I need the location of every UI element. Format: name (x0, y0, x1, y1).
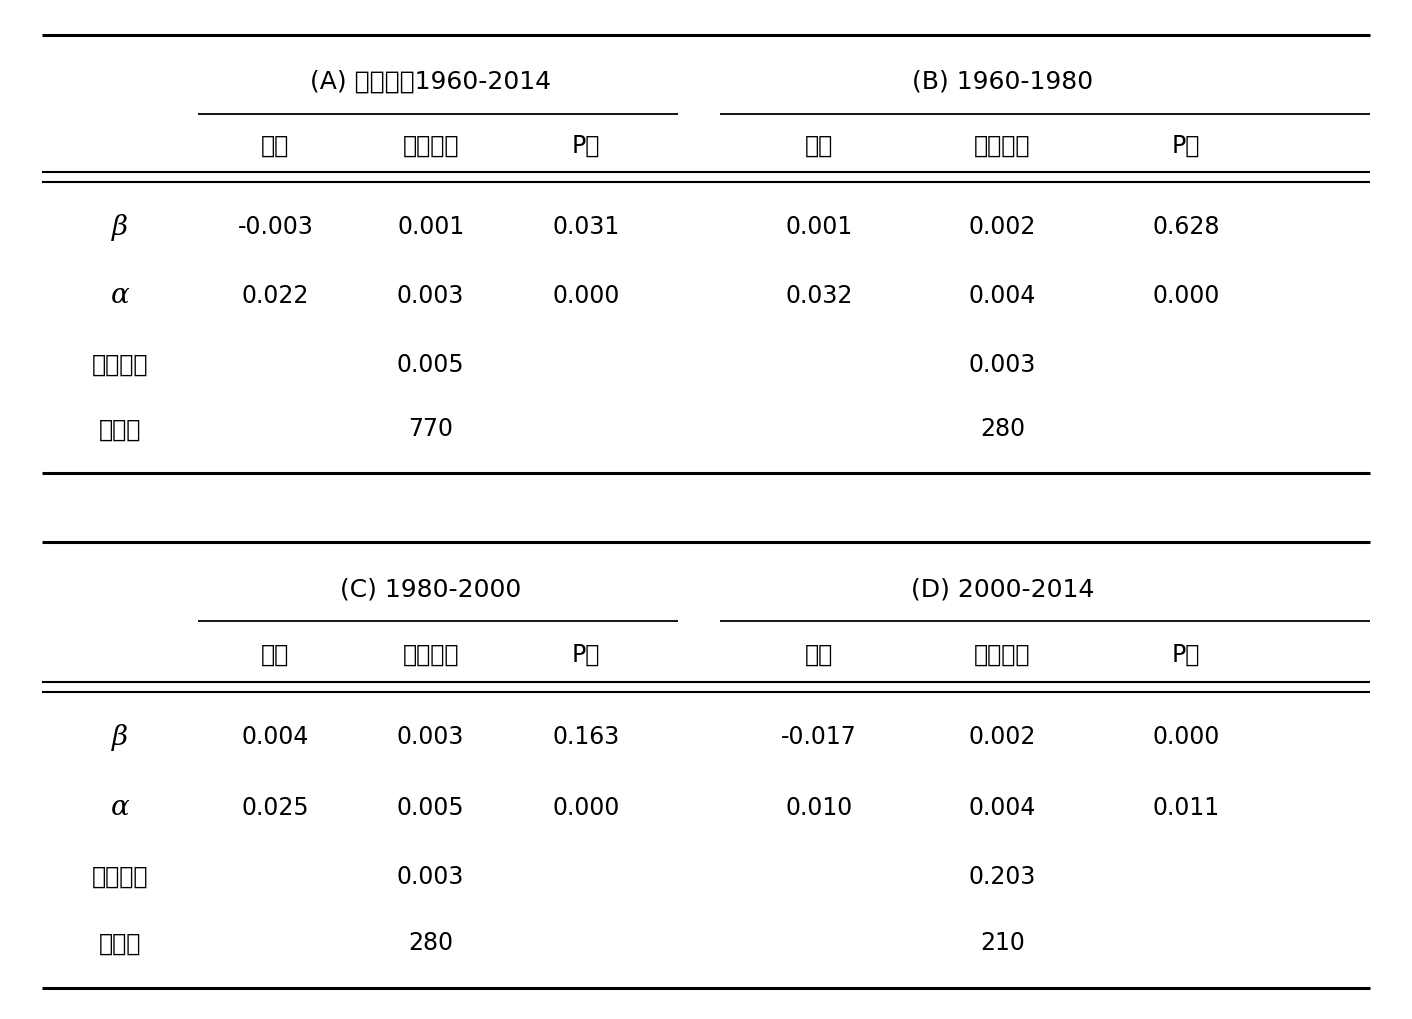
Text: β: β (112, 214, 128, 240)
Text: 0.004: 0.004 (969, 795, 1036, 819)
Text: 観察数: 観察数 (99, 417, 141, 441)
Text: 0.000: 0.000 (552, 795, 620, 819)
Text: 0.004: 0.004 (241, 725, 309, 749)
Text: 0.003: 0.003 (397, 725, 465, 749)
Text: β: β (112, 723, 128, 750)
Text: 0.628: 0.628 (1152, 215, 1220, 239)
Text: 0.004: 0.004 (969, 283, 1036, 308)
Text: 決定係数: 決定係数 (92, 353, 148, 377)
Text: -0.003: -0.003 (237, 215, 313, 239)
Text: 0.000: 0.000 (552, 283, 620, 308)
Text: 0.031: 0.031 (552, 215, 620, 239)
Text: 係数: 係数 (805, 642, 833, 666)
Text: P値: P値 (572, 642, 600, 666)
Text: 標準誤差: 標準誤差 (974, 642, 1031, 666)
Text: 280: 280 (980, 417, 1025, 441)
Text: (A) 全期間：1960-2014: (A) 全期間：1960-2014 (311, 69, 551, 94)
Text: (B) 1960-1980: (B) 1960-1980 (912, 69, 1093, 94)
Text: 210: 210 (980, 930, 1025, 955)
Text: 標準誤差: 標準誤差 (402, 642, 459, 666)
Text: 0.005: 0.005 (397, 353, 465, 377)
Text: (D) 2000-2014: (D) 2000-2014 (911, 577, 1094, 601)
Text: P値: P値 (1172, 133, 1200, 158)
Text: 0.025: 0.025 (241, 795, 309, 819)
Text: 0.203: 0.203 (969, 864, 1036, 889)
Text: 0.005: 0.005 (397, 795, 465, 819)
Text: 280: 280 (408, 930, 453, 955)
Text: 係数: 係数 (261, 133, 289, 158)
Text: P値: P値 (1172, 642, 1200, 666)
Text: 係数: 係数 (805, 133, 833, 158)
Text: (C) 1980-2000: (C) 1980-2000 (340, 577, 521, 601)
Text: 0.003: 0.003 (397, 864, 465, 889)
Text: 0.032: 0.032 (785, 283, 853, 308)
Text: 0.002: 0.002 (969, 725, 1036, 749)
Text: 0.000: 0.000 (1152, 283, 1220, 308)
Text: 0.003: 0.003 (969, 353, 1036, 377)
Text: 0.001: 0.001 (785, 215, 853, 239)
Text: -0.017: -0.017 (781, 725, 857, 749)
Text: 決定係数: 決定係数 (92, 864, 148, 889)
Text: 標準誤差: 標準誤差 (402, 133, 459, 158)
Text: 0.022: 0.022 (241, 283, 309, 308)
Text: 0.002: 0.002 (969, 215, 1036, 239)
Text: 0.010: 0.010 (785, 795, 853, 819)
Text: 0.163: 0.163 (552, 725, 620, 749)
Text: 標準誤差: 標準誤差 (974, 133, 1031, 158)
Text: α: α (110, 282, 130, 309)
Text: α: α (110, 794, 130, 820)
Text: 係数: 係数 (261, 642, 289, 666)
Text: 観察数: 観察数 (99, 930, 141, 955)
Text: 0.000: 0.000 (1152, 725, 1220, 749)
Text: 0.011: 0.011 (1152, 795, 1220, 819)
Text: 770: 770 (408, 417, 453, 441)
Text: P値: P値 (572, 133, 600, 158)
Text: 0.001: 0.001 (397, 215, 465, 239)
Text: 0.003: 0.003 (397, 283, 465, 308)
